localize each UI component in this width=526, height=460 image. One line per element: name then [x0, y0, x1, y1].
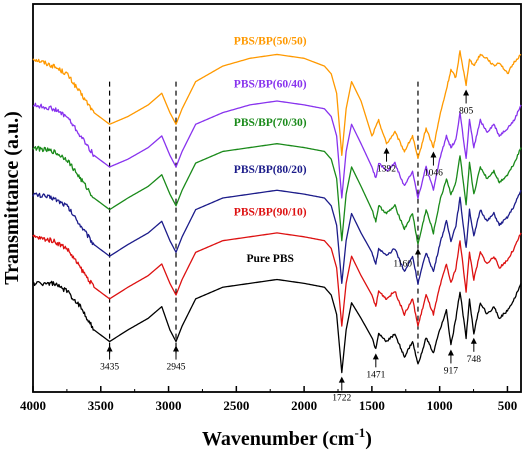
peak-arrow-head-1046	[430, 151, 437, 158]
peak-label-1392: 1392	[377, 165, 396, 175]
series-label-5: Pure PBS	[247, 253, 294, 265]
series-group: PBS/BP(50/50) PBS/BP(60/40) PBS/BP(70/30) P…	[32, 36, 522, 374]
x-axis: 4000 3500 3000 2500 2000 1500 1000 500	[20, 386, 517, 413]
x-axis-title-main: Wavenumber (cm	[202, 428, 355, 450]
x-tick-label-500: 500	[498, 398, 518, 413]
peak-label-1046: 1046	[424, 169, 443, 179]
series-label-2: PBS/BP(70/30)	[234, 117, 307, 129]
peak-arrow-head-3435	[106, 345, 113, 352]
x-tick-label-4000: 4000	[20, 398, 46, 413]
series-line-4	[32, 232, 522, 327]
peak-label-2945: 2945	[167, 363, 186, 373]
x-tick-label-1500: 1500	[359, 398, 385, 413]
series-line-1	[32, 100, 522, 200]
series-line-3	[32, 189, 522, 285]
peak-label-1722: 1722	[332, 394, 351, 404]
plot-frame	[32, 3, 522, 393]
series-label-3: PBS/BP(80/20)	[234, 164, 307, 176]
peak-annotations: 3435 2945 1722 1471 917 748 1160 1392 1046 805	[100, 89, 482, 404]
peak-label-1471: 1471	[366, 370, 385, 380]
x-axis-title: Wavenumber (cm-1)	[202, 425, 372, 450]
series-line-0	[32, 50, 522, 159]
x-axis-title-close: )	[365, 428, 372, 450]
x-tick-label-2500: 2500	[223, 398, 249, 413]
x-tick-label-3500: 3500	[88, 398, 114, 413]
peak-label-917: 917	[444, 366, 459, 376]
peak-label-805: 805	[459, 106, 474, 116]
peak-label-3435: 3435	[100, 363, 119, 373]
peak-arrow-head-1471	[372, 353, 379, 360]
series-label-4: PBS/BP(90/10)	[234, 206, 307, 218]
dashed-guides	[108, 81, 419, 354]
peak-arrow-head-1722	[338, 376, 345, 383]
peak-label-1160: 1160	[393, 260, 412, 270]
series-line-2	[32, 143, 522, 245]
peak-label-748: 748	[467, 355, 482, 365]
peak-arrow-head-1392	[383, 147, 390, 154]
x-tick-label-1000: 1000	[427, 398, 453, 413]
series-label-0: PBS/BP(50/50)	[234, 36, 307, 48]
x-tick-label-3000: 3000	[156, 398, 182, 413]
y-axis-title: Transmittance (a.u.)	[1, 111, 23, 285]
peak-arrow-head-748	[470, 337, 477, 344]
peak-arrow-head-1160	[414, 248, 421, 255]
series-label-1: PBS/BP(60/40)	[234, 78, 307, 90]
peak-arrow-head-805	[463, 89, 470, 96]
x-axis-title-sup: -1	[354, 425, 365, 440]
plot-area	[32, 3, 522, 393]
peak-arrow-head-917	[447, 349, 454, 356]
peak-arrow-head-2945	[173, 345, 180, 352]
x-tick-label-2000: 2000	[291, 398, 317, 413]
series-line-5	[32, 278, 522, 374]
